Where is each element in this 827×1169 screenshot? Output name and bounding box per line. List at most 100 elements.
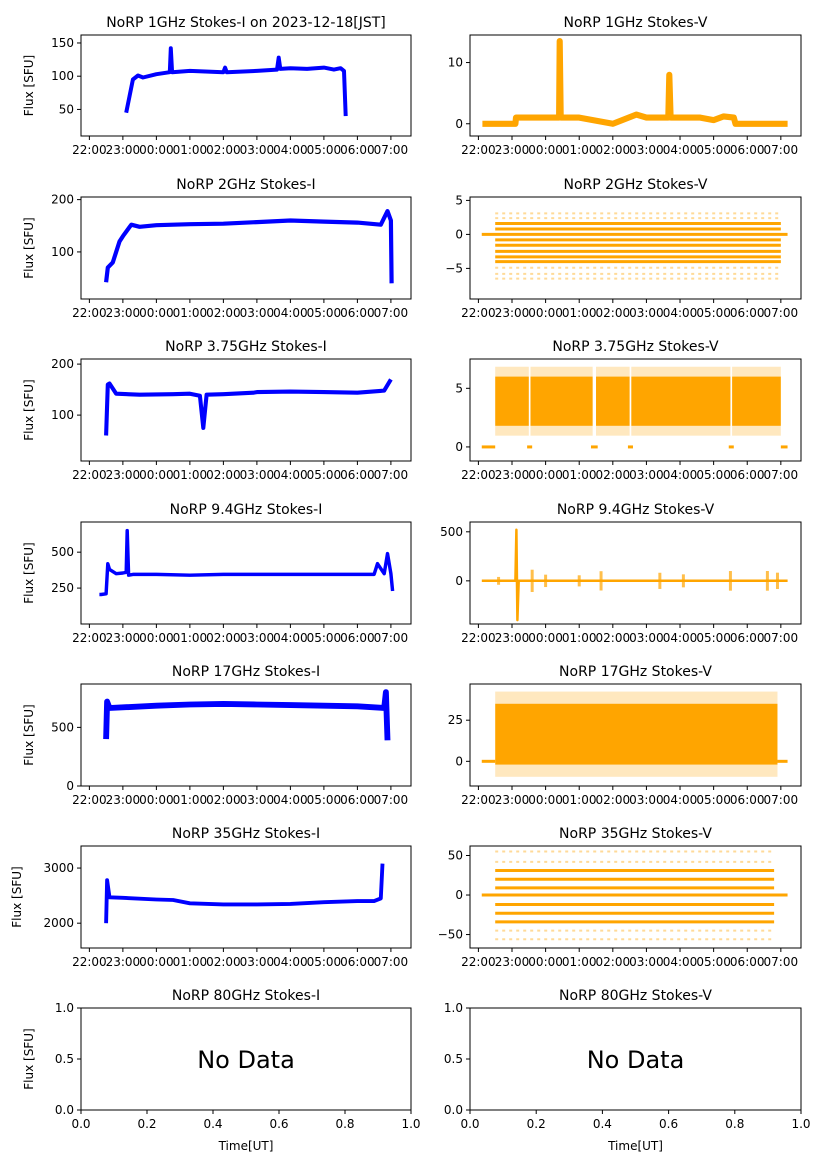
x-tick-label: 05:00 [307,631,342,645]
x-tick-label: 04:00 [273,306,308,320]
axes-frame [80,34,412,137]
y-tick-label: 100 [51,69,74,83]
x-tick-label: 01:00 [173,306,208,320]
x-tick-label: 01:00 [562,143,597,157]
x-tick-label: 05:00 [696,306,731,320]
data-block-fringe [596,425,630,436]
x-tick-label: 02:00 [206,631,241,645]
data-block-fringe [631,425,731,436]
subplot-9.4ghz-i: NoRP 9.4GHz Stokes-I 250 500 22:0023:0000:0… [22,502,412,645]
x-tick-label: 01:00 [562,955,597,969]
x-tick-label: 04:00 [663,306,698,320]
chart-title: NoRP 80GHz Stokes-V [559,988,712,1004]
x-tick-label: 02:00 [596,631,631,645]
plot-area [481,212,788,280]
x-tick-label: 05:00 [696,793,731,807]
x-tick-label: 00:00 [528,631,563,645]
x-tick-label: 03:00 [240,631,275,645]
x-tick-label: 23:00 [495,468,530,482]
x-tick-label: 01:00 [173,468,208,482]
plot-area [103,689,391,741]
y-tick-label: 0 [455,754,463,768]
x-tick-label: 23:00 [106,468,141,482]
x-tick-label: 22:00 [72,143,107,157]
x-tick-label: 23:00 [106,631,141,645]
y-tick-label: 50 [59,102,74,116]
plot-area [481,850,788,941]
x-tick-label: 23:00 [495,631,530,645]
chart-title: NoRP 1GHz Stokes-I on 2023-12-18[JST] [106,15,386,31]
x-tick-label: 0.4 [203,1117,222,1131]
data-block-fringe [631,366,731,377]
y-tick-label: 50 [448,848,463,862]
x-tick-label: 06:00 [730,955,765,969]
subplot-35ghz-i: NoRP 35GHz Stokes-I 2000 3000 22:0023:0000:… [10,826,412,969]
y-tick-label: 500 [51,720,74,734]
x-tick-label: 05:00 [307,955,342,969]
subplot-3.75ghz-i: NoRP 3.75GHz Stokes-I 100 200 22:0023:0000:… [22,339,412,482]
y-tick-label: 0.5 [444,1052,463,1066]
subplot-80ghz-i: NoRP 80GHz Stokes-I No Data 0.0 0.5 1.0 0.0 0.… [22,988,421,1153]
x-tick-label: 06:00 [340,306,375,320]
y-axis-label: Flux [SFU] [22,1028,36,1089]
x-tick-label: 23:00 [495,793,530,807]
x-tick-label: 05:00 [307,143,342,157]
x-tick-label: 06:00 [340,793,375,807]
axes-frame [469,521,802,625]
x-tick-label: 02:00 [596,306,631,320]
plot-area [104,863,385,924]
x-tick-label: 06:00 [730,793,765,807]
x-tick-label: 0.2 [137,1117,156,1131]
y-tick-label: 5 [455,381,463,395]
y-tick-label: 0 [455,574,463,588]
chart-title: NoRP 9.4GHz Stokes-V [557,502,715,518]
data-series [104,378,393,436]
x-tick-label: 00:00 [139,468,174,482]
x-tick-label: 04:00 [663,631,698,645]
x-tick-label: 04:00 [663,793,698,807]
x-tick-label: 0.2 [527,1117,546,1131]
x-tick-label: 0.0 [460,1117,479,1131]
x-tick-label: 05:00 [696,143,731,157]
y-tick-label: 0 [455,888,463,902]
y-tick-label: 25 [448,713,463,727]
x-tick-label: 04:00 [663,143,698,157]
x-tick-label: 03:00 [240,955,275,969]
axes-frame [469,34,802,137]
x-tick-label: 23:00 [106,143,141,157]
x-tick-label: 04:00 [663,468,698,482]
y-tick-label: 0 [455,440,463,454]
y-tick-label: 0.0 [55,1103,74,1117]
x-tick-label: 04:00 [273,631,308,645]
data-block [596,376,630,426]
x-tick-label: 03:00 [629,306,664,320]
axes-frame [469,358,802,462]
x-tick-label: 06:00 [730,631,765,645]
data-block-fringe [495,691,778,704]
x-tick-label: 06:00 [730,468,765,482]
x-tick-label: 07:00 [764,306,799,320]
data-series [99,528,395,597]
data-series [103,689,391,741]
subplot-35ghz-v: NoRP 35GHz Stokes-V −50 0 50 22:00 23:00 00:00… [438,826,802,969]
x-tick-label: 03:00 [240,306,275,320]
data-block [495,703,778,765]
y-tick-label: 250 [51,581,74,595]
x-tick-label: 05:00 [696,631,731,645]
x-tick-label: 22:00 [72,631,107,645]
x-tick-label: 01:00 [562,793,597,807]
x-tick-label: 02:00 [206,468,241,482]
x-tick-label: 06:00 [730,306,765,320]
y-tick-label: 2000 [43,916,74,930]
y-tick-label: 100 [51,245,74,259]
x-tick-label: 05:00 [307,468,342,482]
x-tick-label: 01:00 [173,793,208,807]
x-tick-label: 22:00 [72,468,107,482]
x-tick-label: 02:00 [206,955,241,969]
x-tick-label: 04:00 [273,793,308,807]
x-tick-label: 22:00 [461,306,496,320]
y-axis-label: Flux [SFU] [22,55,36,116]
data-block-fringe [732,366,781,377]
